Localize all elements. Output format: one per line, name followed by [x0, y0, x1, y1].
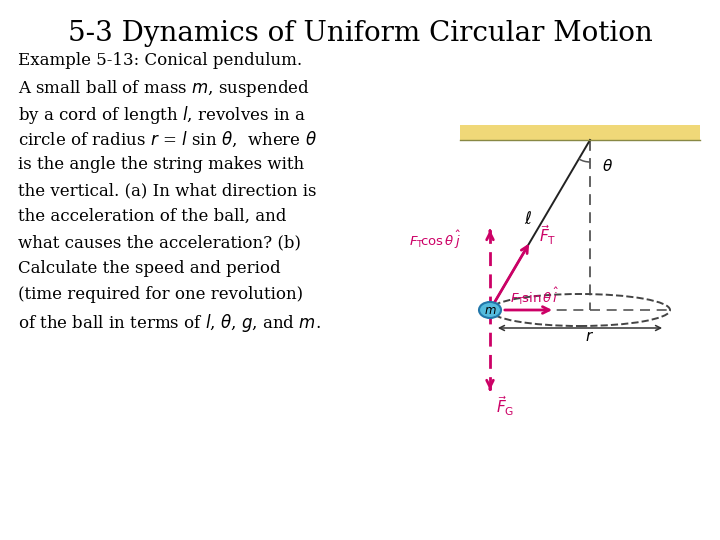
- Text: circle of radius $\mathit{r}$ = $\mathit{l}$ sin $\mathit{\theta}$,  where $\mat: circle of radius $\mathit{r}$ = $\mathit…: [18, 130, 317, 150]
- Text: by a cord of length $\mathit{l}$, revolves in a: by a cord of length $\mathit{l}$, revolv…: [18, 104, 306, 126]
- Text: what causes the acceleration? (b): what causes the acceleration? (b): [18, 234, 301, 251]
- Text: 5-3 Dynamics of Uniform Circular Motion: 5-3 Dynamics of Uniform Circular Motion: [68, 20, 652, 47]
- Ellipse shape: [479, 302, 501, 318]
- Text: $\vec{F}_{\rm G}$: $\vec{F}_{\rm G}$: [496, 394, 514, 417]
- Text: is the angle the string makes with: is the angle the string makes with: [18, 156, 304, 173]
- Text: the acceleration of the ball, and: the acceleration of the ball, and: [18, 208, 287, 225]
- Text: Example 5-13: Conical pendulum.: Example 5-13: Conical pendulum.: [18, 52, 302, 69]
- Text: (time required for one revolution): (time required for one revolution): [18, 286, 303, 303]
- Bar: [460, 125, 700, 140]
- Text: A small ball of mass $\mathit{m}$, suspended: A small ball of mass $\mathit{m}$, suspe…: [18, 78, 310, 99]
- Text: $F_{\rm T}\!\sin\theta\,\hat{i}$: $F_{\rm T}\!\sin\theta\,\hat{i}$: [510, 285, 559, 307]
- Text: of the ball in terms of $\mathit{l}$, $\mathit{\theta}$, $\mathit{g}$, and $\mat: of the ball in terms of $\mathit{l}$, $\…: [18, 312, 321, 334]
- Text: the vertical. (a) In what direction is: the vertical. (a) In what direction is: [18, 182, 317, 199]
- Text: $\ell$: $\ell$: [524, 211, 532, 227]
- Text: $\theta$: $\theta$: [603, 158, 613, 174]
- Text: Calculate the speed and period: Calculate the speed and period: [18, 260, 281, 277]
- Text: $r$: $r$: [585, 330, 595, 344]
- Text: $F_{\rm T}\!\cos\theta\,\hat{j}$: $F_{\rm T}\!\cos\theta\,\hat{j}$: [409, 229, 461, 251]
- Text: $\mathit{m}$: $\mathit{m}$: [484, 303, 496, 316]
- Text: $\vec{F}_{\rm T}$: $\vec{F}_{\rm T}$: [539, 223, 556, 247]
